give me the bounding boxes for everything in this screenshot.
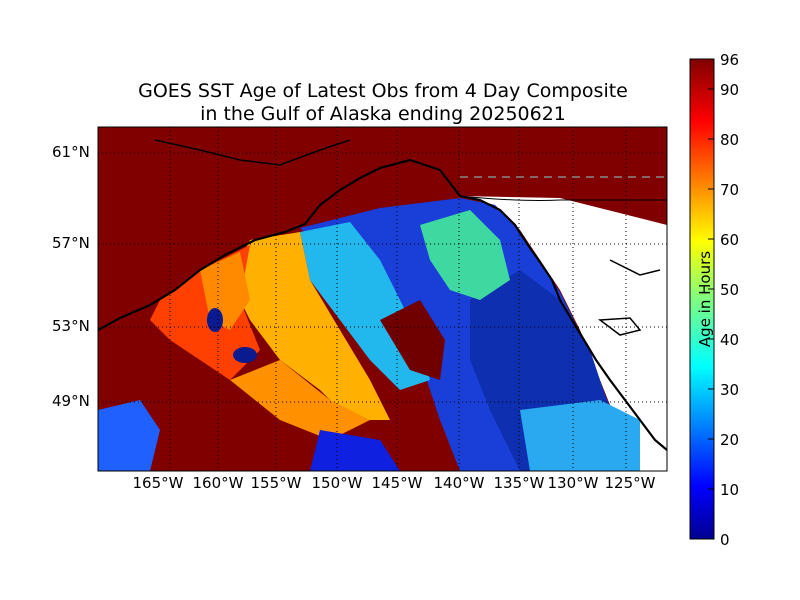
colorbar-tick-40: 40: [720, 331, 740, 349]
colorbar-tick-20: 20: [720, 431, 740, 449]
map-frame: [97, 126, 668, 472]
lon-label-145: 145°W: [371, 474, 423, 492]
lon-label-150: 150°W: [311, 474, 363, 492]
lon-label-155: 155°W: [250, 474, 302, 492]
lat-label-61: 61°N: [52, 143, 90, 161]
colorbar-tick-50: 50: [720, 281, 740, 299]
colorbar-tick-70: 70: [720, 181, 740, 199]
lon-label-165: 165°W: [132, 474, 184, 492]
chart-title-line1: GOES SST Age of Latest Obs from 4 Day Co…: [138, 80, 628, 102]
graticule: [98, 127, 667, 471]
lat-label-53: 53°N: [52, 317, 90, 335]
lon-label-125: 125°W: [604, 474, 656, 492]
colorbar-tick-60: 60: [720, 231, 740, 249]
colorbar-ticks: [708, 58, 714, 540]
colorbar-tick-90: 90: [720, 81, 740, 99]
colorbar-tick-80: 80: [720, 131, 740, 149]
colorbar-tick-10: 10: [720, 481, 740, 499]
lon-label-140: 140°W: [433, 474, 485, 492]
land-region: [460, 196, 667, 471]
colorbar-tick-96: 96: [720, 51, 740, 69]
lon-label-135: 135°W: [493, 474, 545, 492]
lon-label-160: 160°W: [192, 474, 244, 492]
colorbar-tick-0: 0: [720, 531, 730, 549]
chart-title-line2: in the Gulf of Alaska ending 20250621: [200, 103, 566, 125]
older-obs-orange: [230, 232, 390, 420]
colorbar-label: Age in Hours: [696, 250, 714, 348]
map-plot-area: [98, 127, 667, 471]
lon-label-130: 130°W: [547, 474, 599, 492]
lat-label-49: 49°N: [52, 392, 90, 410]
lat-label-57: 57°N: [52, 234, 90, 252]
colorbar-tick-30: 30: [720, 381, 740, 399]
